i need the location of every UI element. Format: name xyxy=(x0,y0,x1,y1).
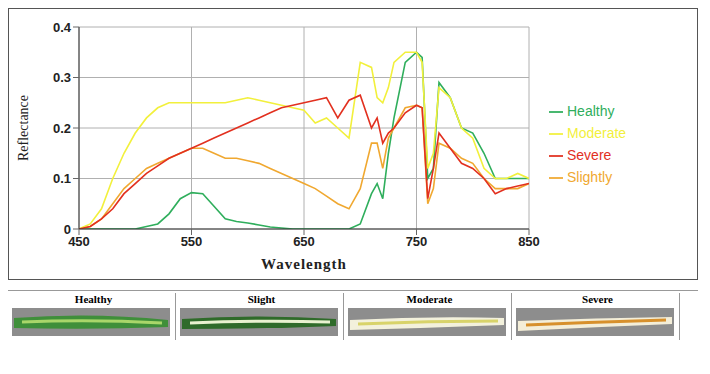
svg-text:450: 450 xyxy=(68,234,90,249)
html-text:Healthy: Healthy xyxy=(567,103,615,119)
html-text:Severe: Severe xyxy=(567,147,612,163)
svg-text:0.1: 0.1 xyxy=(53,171,71,186)
html-text:Moderate: Moderate xyxy=(567,125,627,141)
svg-text:Wavelength: Wavelength xyxy=(261,256,347,272)
svg-text:850: 850 xyxy=(518,234,540,249)
svg-text:0.4: 0.4 xyxy=(53,20,72,35)
svg-text:0: 0 xyxy=(64,222,71,237)
svg-text:Reflectance: Reflectance xyxy=(16,95,31,161)
svg-text:0.3: 0.3 xyxy=(53,70,71,85)
svg-text:750: 750 xyxy=(406,234,428,249)
svg-text:0.2: 0.2 xyxy=(53,121,71,136)
html-text:Moderate: Moderate xyxy=(406,293,453,305)
html-text:Slightly: Slightly xyxy=(567,169,613,185)
svg-text:550: 550 xyxy=(181,234,203,249)
html-text:Severe: Severe xyxy=(582,293,613,305)
html-text:Healthy: Healthy xyxy=(74,293,113,305)
html-text:Slight: Slight xyxy=(247,293,276,305)
svg-text:650: 650 xyxy=(293,234,315,249)
